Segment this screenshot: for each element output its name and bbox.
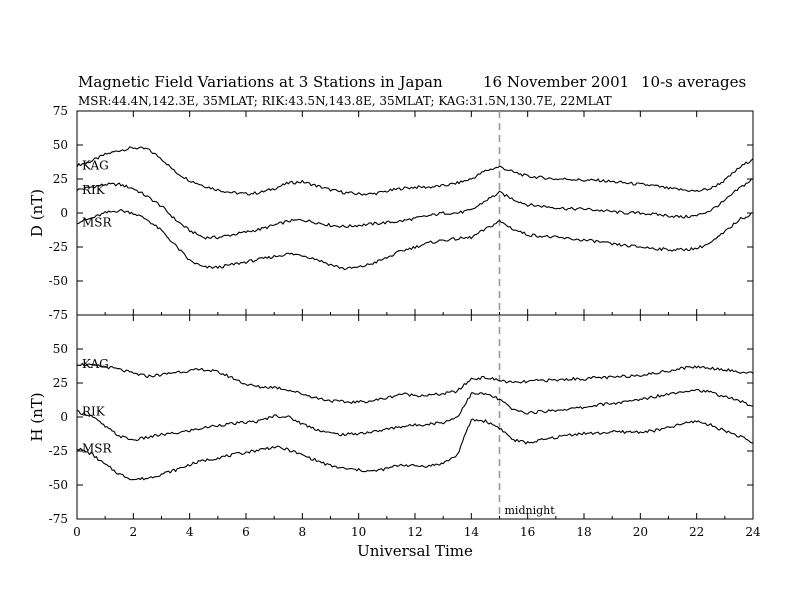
series-label-msr: MSR [82,441,113,455]
series-line-rik [76,178,754,240]
series-line-rik [76,388,754,442]
x-tick-label: 24 [745,525,761,539]
x-tick-label: 20 [633,525,648,539]
chart-title: Magnetic Field Variations at 3 Stations … [78,73,443,91]
series-label-msr: MSR [82,216,113,230]
x-tick-label: 4 [186,525,194,539]
y-tick-label: -75 [49,308,68,322]
y-tick-label: -50 [49,274,68,288]
y-axis-label: D (nT) [28,189,46,237]
x-axis-label: Universal Time [357,542,473,560]
x-tick-label: 16 [520,525,535,539]
y-tick-label: 25 [53,172,68,186]
y-tick-label: -75 [49,512,68,526]
series-line-msr [76,418,753,481]
series-line-kag [76,146,754,196]
y-tick-label: -25 [49,444,68,458]
y-tick-label: 0 [60,206,68,220]
series-line-kag [76,362,754,404]
x-tick-label: 8 [299,525,307,539]
x-tick-label: 10 [351,525,366,539]
x-tick-label: 14 [464,525,480,539]
plot-frame [76,110,754,316]
x-tick-label: 0 [73,525,81,539]
series-label-rik: RIK [82,183,106,197]
x-tick-label: 6 [242,525,250,539]
y-tick-label: 25 [53,376,68,390]
y-tick-label: -50 [49,478,68,492]
series-label-rik: RIK [82,405,106,419]
y-tick-label: 50 [53,138,68,152]
series-label-kag: KAG [82,158,109,172]
y-tick-label: 0 [60,410,68,424]
x-tick-label: 12 [407,525,422,539]
chart-averaging: 10-s averages [641,73,747,91]
series-line-msr [76,208,754,271]
x-tick-label: 18 [576,525,591,539]
midnight-annotation: midnight [505,504,556,517]
x-tick-label: 2 [130,525,138,539]
station-coordinates: MSR:44.4N,142.3E, 35MLAT; RIK:43.5N,143.… [78,94,612,108]
x-tick-label: 22 [689,525,704,539]
y-tick-label: 75 [53,104,68,118]
y-tick-label: -25 [49,240,68,254]
y-tick-label: 50 [53,342,68,356]
y-axis-label: H (nT) [28,392,46,441]
series-label-kag: KAG [82,357,109,371]
chart-date: 16 November 2001 [483,73,630,91]
plot-frame [76,314,754,520]
